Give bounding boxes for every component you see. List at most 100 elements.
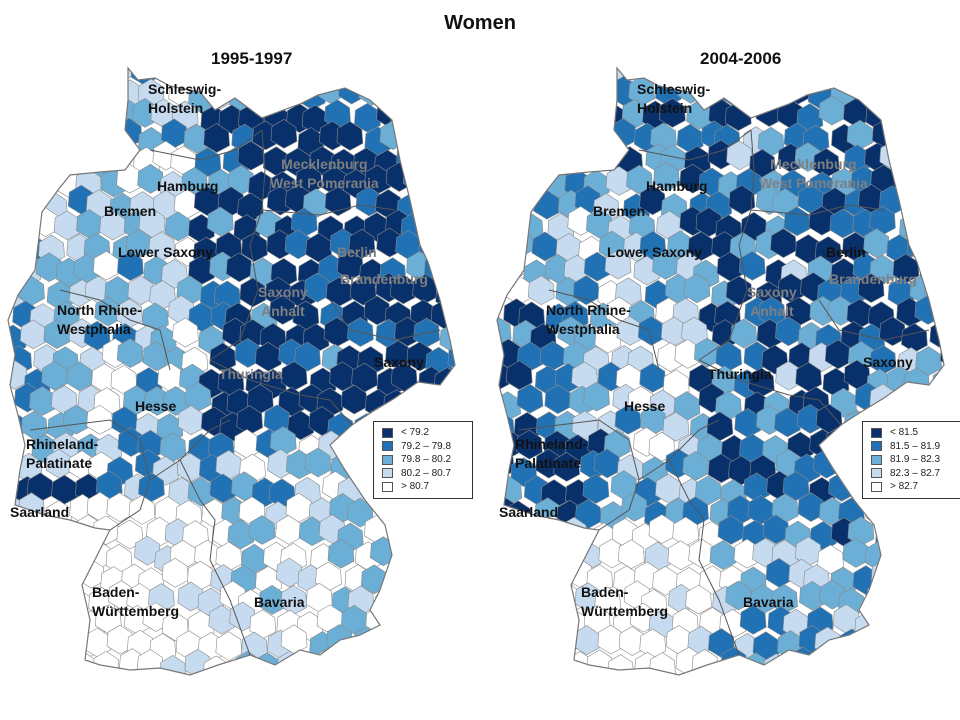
district-cell xyxy=(937,602,944,632)
district-cell xyxy=(82,95,109,126)
district-cell xyxy=(752,667,780,675)
district-cell xyxy=(8,78,35,109)
label-berlin-left: Berlin xyxy=(337,244,377,260)
district-cell xyxy=(747,367,775,398)
district-cell xyxy=(173,674,200,675)
district-cell xyxy=(497,543,511,574)
legend-row: 81.9 – 82.3 xyxy=(871,453,953,467)
district-cell xyxy=(474,475,500,504)
district-cell xyxy=(414,623,442,654)
district-cell xyxy=(407,391,435,421)
district-cell xyxy=(530,670,558,675)
district-cell xyxy=(752,631,780,662)
district-cell xyxy=(454,516,455,547)
district-cell xyxy=(331,676,357,705)
district-cell xyxy=(292,300,320,331)
district-cell xyxy=(209,342,237,373)
district-cell xyxy=(460,104,486,133)
district-cell xyxy=(23,715,49,720)
district-cell xyxy=(505,540,533,571)
district-cell xyxy=(451,80,455,110)
district-cell xyxy=(364,655,392,675)
district-cell xyxy=(888,545,916,576)
district-cell xyxy=(57,603,84,633)
district-cell xyxy=(65,99,93,130)
district-cell xyxy=(547,693,573,720)
district-cell xyxy=(931,669,944,675)
district-cell xyxy=(338,74,365,105)
legend-swatch xyxy=(871,441,882,452)
label-rhineland-right: Rhineland- Palatinate xyxy=(515,436,588,471)
district-cell xyxy=(898,608,926,638)
district-cell xyxy=(499,167,527,198)
legend-label: > 82.7 xyxy=(890,481,919,493)
district-cell xyxy=(587,124,615,155)
district-cell xyxy=(739,604,767,635)
district-cell xyxy=(662,678,688,707)
district-cell xyxy=(929,320,944,350)
district-cell xyxy=(347,450,374,480)
district-cell xyxy=(880,632,908,663)
district-cell xyxy=(583,381,610,412)
legend-swatch xyxy=(871,468,882,479)
district-cell xyxy=(262,672,290,675)
district-cell xyxy=(280,361,308,391)
district-cell xyxy=(254,77,281,108)
district-cell xyxy=(536,632,563,662)
label-schleswig-holstein-left: Schleswig- Holstein xyxy=(148,81,222,116)
label-hamburg-left: Hamburg xyxy=(157,178,219,194)
district-cell xyxy=(461,633,487,662)
district-cell xyxy=(836,716,862,720)
legend-row: < 81.5 xyxy=(871,426,953,440)
district-cell xyxy=(200,668,227,675)
district-cell xyxy=(477,391,503,420)
district-cell xyxy=(875,648,903,675)
district-cell xyxy=(446,168,455,198)
district-cell xyxy=(951,184,960,213)
district-cell xyxy=(948,141,960,170)
district-cell xyxy=(442,185,455,216)
district-cell xyxy=(566,650,594,675)
district-cell xyxy=(573,105,601,135)
district-cell xyxy=(325,712,351,720)
district-cell xyxy=(534,716,560,720)
district-cell xyxy=(943,387,944,418)
district-cell xyxy=(852,651,879,675)
district-cell xyxy=(431,120,455,151)
district-cell xyxy=(951,671,960,700)
legend-swatch xyxy=(382,441,393,452)
district-cell xyxy=(325,276,353,307)
district-cell xyxy=(639,628,667,659)
district-cell xyxy=(325,68,352,86)
district-cell xyxy=(891,515,919,546)
district-cell xyxy=(209,473,237,504)
district-cell xyxy=(463,143,489,172)
district-cell xyxy=(468,610,494,639)
district-cell xyxy=(438,712,464,720)
district-cell xyxy=(291,207,318,238)
district-cell xyxy=(8,192,22,222)
district-cell xyxy=(757,73,785,104)
district-cell xyxy=(374,629,402,660)
figure-title: Women xyxy=(444,12,516,34)
district-cell xyxy=(449,298,455,329)
district-cell xyxy=(415,192,443,223)
district-cell xyxy=(908,668,936,675)
district-cell xyxy=(832,649,859,675)
district-cell xyxy=(715,341,742,372)
district-cell xyxy=(933,650,944,675)
district-cell xyxy=(584,691,610,720)
district-cell xyxy=(440,105,455,135)
district-cell xyxy=(463,273,489,302)
legend-swatch xyxy=(382,481,393,492)
district-cell xyxy=(394,716,420,720)
district-cell xyxy=(21,580,49,611)
label-thuringia-left: Thuringia xyxy=(219,366,283,382)
district-cell xyxy=(8,536,28,566)
district-cell xyxy=(912,75,940,106)
district-cell xyxy=(510,588,538,619)
district-cell xyxy=(452,602,455,633)
district-cell xyxy=(776,68,803,90)
district-cell xyxy=(187,691,213,720)
district-cell xyxy=(390,582,418,612)
